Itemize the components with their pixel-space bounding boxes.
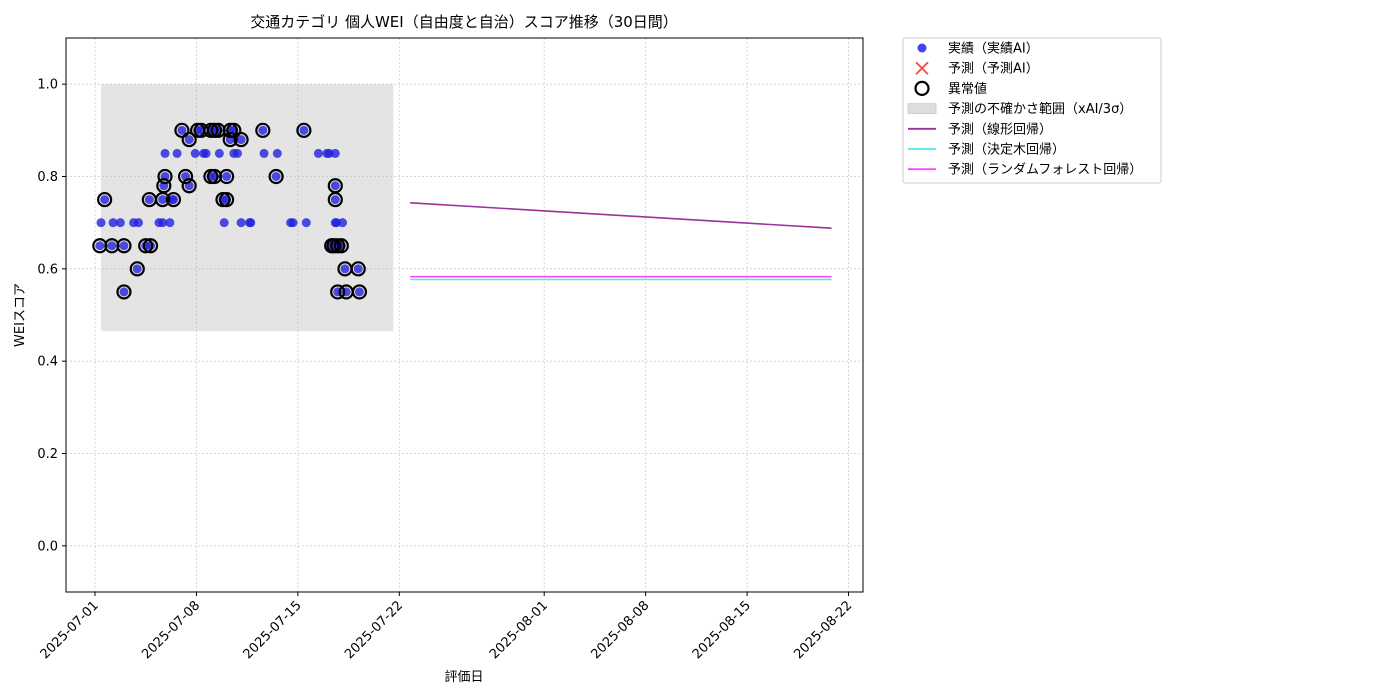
actual-point — [133, 218, 143, 228]
legend-label: 予測（予測AI） — [948, 62, 1039, 77]
legend-label: 実績（実績AI） — [948, 41, 1039, 57]
actual-point — [172, 148, 182, 158]
actual-point — [236, 135, 246, 145]
anomaly-ring — [116, 284, 132, 300]
actual-point — [340, 264, 350, 274]
actual-point — [96, 218, 106, 228]
actual-point — [119, 287, 129, 297]
y-tick-label: 0.2 — [37, 447, 58, 462]
y-tick-label: 0.8 — [37, 170, 58, 185]
actual-point — [184, 135, 194, 145]
anomaly-ring — [350, 261, 366, 277]
actual-point — [330, 148, 340, 158]
y-tick-label: 0.0 — [37, 539, 58, 554]
actual-point — [190, 148, 200, 158]
actual-point — [246, 218, 256, 228]
actual-point — [115, 218, 125, 228]
anomaly-ring — [327, 178, 343, 194]
actual-point — [119, 241, 129, 251]
actual-point — [160, 148, 170, 158]
anomaly-ring — [255, 122, 271, 138]
anomaly-ring — [181, 178, 197, 194]
actual-point — [158, 218, 168, 228]
actual-point — [258, 125, 268, 135]
forecast-line — [410, 202, 832, 229]
chart-title: 交通カテゴリ 個人WEI（自由度と自治）スコア推移（30日間） — [250, 13, 678, 31]
anomaly-ring — [333, 238, 349, 254]
actual-point — [107, 241, 117, 251]
y-tick-label: 0.4 — [37, 355, 58, 370]
plot-area — [66, 38, 863, 592]
legend-label: 予測の不確かさ範囲（xAI/3σ） — [948, 101, 1132, 117]
actual-point — [95, 241, 105, 251]
actual-point — [222, 172, 232, 181]
actual-point — [330, 195, 340, 205]
anomaly-ring — [330, 284, 346, 300]
actual-point — [354, 287, 364, 297]
legend-label: 異常値 — [948, 81, 987, 97]
anomaly-ring — [116, 238, 132, 254]
anomaly-ring — [174, 122, 190, 138]
anomaly-ring — [165, 191, 182, 208]
anomaly-ring — [129, 261, 145, 277]
y-axis-title: WEIスコア — [13, 283, 28, 347]
anomaly-ring — [219, 168, 235, 185]
actual-point — [165, 218, 175, 228]
actual-point — [313, 148, 323, 158]
actual-point — [338, 218, 348, 228]
anomaly-ring — [233, 131, 249, 148]
actual-point — [201, 148, 211, 158]
actual-point — [299, 125, 309, 135]
actual-point — [272, 148, 282, 158]
anomaly-ring — [296, 122, 312, 138]
actual-point — [259, 148, 269, 158]
actual-point — [108, 218, 118, 228]
actual-point — [177, 125, 187, 135]
legend-dot-icon — [917, 43, 927, 53]
legend-label: 予測（決定木回帰） — [948, 142, 1065, 158]
actual-point — [236, 218, 246, 228]
actual-point — [353, 264, 363, 274]
actual-point — [271, 172, 281, 181]
anomaly-ring — [156, 178, 172, 194]
anomaly-ring — [97, 191, 113, 208]
anomaly-ring — [222, 131, 238, 148]
x-axis-title: 評価日 — [444, 670, 483, 685]
actual-point — [232, 148, 242, 158]
actual-point — [330, 181, 340, 191]
actual-point — [100, 195, 110, 205]
legend-label: 予測（ランダムフォレスト回帰） — [948, 162, 1142, 178]
anomaly-ring — [351, 284, 368, 300]
legend-x-icon — [915, 61, 929, 75]
anomaly-ring — [142, 238, 159, 254]
actual-point — [168, 195, 178, 205]
anomaly-ring — [181, 131, 197, 148]
anomaly-ring — [219, 191, 235, 208]
y-tick-label: 0.6 — [37, 262, 58, 277]
actual-point — [219, 218, 229, 228]
actual-point — [144, 195, 154, 205]
anomaly-ring — [226, 122, 242, 138]
anomaly-ring — [177, 168, 194, 185]
actual-point — [301, 218, 311, 228]
actual-point — [158, 195, 168, 205]
actual-point — [288, 218, 298, 228]
legend-ring-icon — [914, 80, 930, 97]
legend-label: 予測（線形回帰） — [948, 121, 1052, 137]
legend-box — [902, 37, 1162, 184]
anomaly-ring — [138, 238, 154, 254]
actual-point — [132, 264, 142, 274]
anomaly-ring — [268, 168, 284, 185]
y-tick-label: 1.0 — [37, 78, 58, 93]
plot-frame — [65, 37, 864, 593]
legend-box-icon — [907, 103, 937, 114]
actual-point — [214, 148, 224, 158]
anomaly-ring — [157, 168, 173, 185]
